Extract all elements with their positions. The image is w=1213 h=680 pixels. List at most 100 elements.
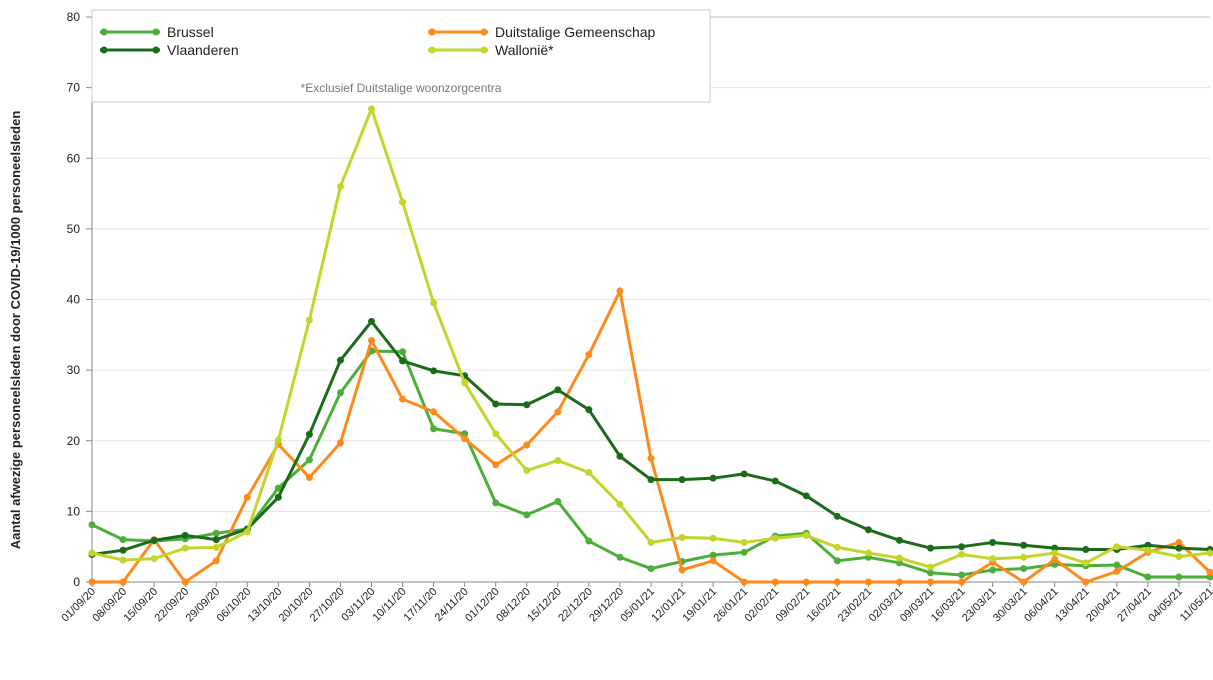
point [958, 543, 965, 550]
point [1144, 574, 1151, 581]
point [461, 379, 468, 386]
y-axis-label: Aantal afwezige personeelsleden door COV… [8, 111, 23, 550]
legend-marker [153, 47, 160, 54]
point [585, 469, 592, 476]
series-line [92, 321, 1210, 554]
point [430, 300, 437, 307]
y-tick-label: 60 [67, 151, 81, 165]
point [1113, 543, 1120, 550]
point [368, 337, 375, 344]
point [1113, 568, 1120, 575]
legend-label: Brussel [167, 24, 214, 40]
point [523, 467, 530, 474]
point [1020, 554, 1027, 561]
point [1020, 579, 1027, 586]
point [896, 554, 903, 561]
point [679, 476, 686, 483]
point [120, 557, 127, 564]
point [523, 511, 530, 518]
point [430, 425, 437, 432]
y-tick-label: 0 [73, 575, 80, 589]
point [803, 532, 810, 539]
y-tick-label: 10 [67, 504, 81, 518]
legend-label: Vlaanderen [167, 42, 239, 58]
point [492, 401, 499, 408]
point [275, 494, 282, 501]
point [772, 579, 779, 586]
point [213, 557, 220, 564]
point [399, 348, 406, 355]
y-tick-label: 50 [67, 222, 81, 236]
point [710, 557, 717, 564]
y-tick-label: 80 [67, 10, 81, 24]
legend-note: *Exclusief Duitstalige woonzorgcentra [301, 81, 502, 95]
point [616, 554, 623, 561]
point [89, 521, 96, 528]
point [120, 579, 127, 586]
point [1020, 542, 1027, 549]
point [306, 474, 313, 481]
point [399, 357, 406, 364]
point [120, 547, 127, 554]
point [616, 501, 623, 508]
point [368, 105, 375, 112]
point [865, 550, 872, 557]
point [306, 316, 313, 323]
point [461, 435, 468, 442]
point [741, 549, 748, 556]
point [337, 183, 344, 190]
point [213, 536, 220, 543]
point [1082, 579, 1089, 586]
point [337, 389, 344, 396]
point [399, 199, 406, 206]
point [213, 544, 220, 551]
point [337, 439, 344, 446]
point [554, 386, 561, 393]
legend-marker [429, 29, 436, 36]
point [89, 579, 96, 586]
point [89, 550, 96, 557]
point [834, 579, 841, 586]
point [554, 457, 561, 464]
point [151, 555, 158, 562]
series-line [92, 291, 1210, 582]
point [741, 470, 748, 477]
y-tick-label: 30 [67, 363, 81, 377]
point [679, 566, 686, 573]
point [523, 401, 530, 408]
point [927, 545, 934, 552]
point [616, 453, 623, 460]
x-tick-label: 27/10/20 [308, 586, 347, 625]
point [1175, 574, 1182, 581]
point [306, 431, 313, 438]
point [1082, 559, 1089, 566]
point [834, 544, 841, 551]
legend-marker [101, 29, 108, 36]
point [834, 513, 841, 520]
series-line [92, 109, 1210, 567]
point [803, 492, 810, 499]
point [492, 499, 499, 506]
point [182, 532, 189, 539]
point [1082, 546, 1089, 553]
legend-marker [101, 47, 108, 54]
point [616, 288, 623, 295]
point [213, 530, 220, 537]
point [989, 566, 996, 573]
point [244, 494, 251, 501]
point [896, 579, 903, 586]
point [803, 579, 810, 586]
point [275, 437, 282, 444]
point [772, 535, 779, 542]
point [585, 538, 592, 545]
point [741, 579, 748, 586]
point [1051, 556, 1058, 563]
point [368, 318, 375, 325]
point [585, 351, 592, 358]
point [927, 564, 934, 571]
point [182, 579, 189, 586]
point [1144, 547, 1151, 554]
point [430, 408, 437, 415]
point [865, 526, 872, 533]
